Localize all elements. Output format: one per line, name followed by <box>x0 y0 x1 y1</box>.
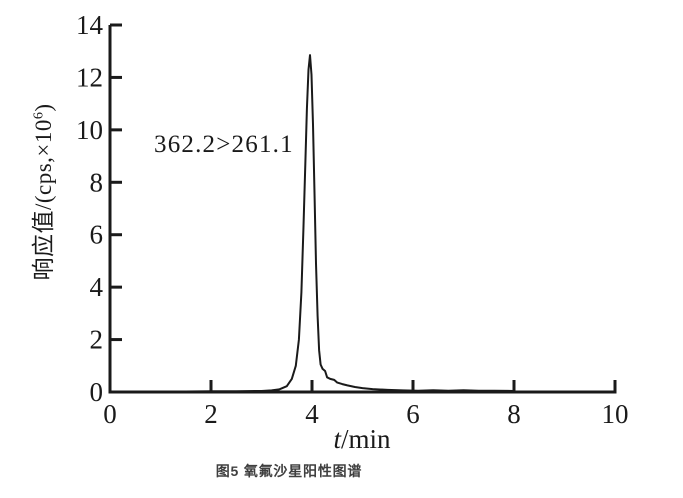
chromatogram-trace <box>110 54 515 393</box>
x-axis-tick-label: 8 <box>507 399 521 429</box>
x-axis-tick-label: 4 <box>305 399 319 429</box>
x-axis-tick-label: 2 <box>204 399 218 429</box>
x-axis-tick-label: 0 <box>103 399 117 429</box>
x-axis-tick-label: 10 <box>602 399 629 429</box>
mrm-transition-annotation: 362.2>261.1 <box>154 131 294 158</box>
y-axis-title: 响应值/(cps,×106) <box>24 103 58 280</box>
y-axis-tick-label: 2 <box>90 325 104 355</box>
y-axis-title-close: ) <box>31 103 56 112</box>
y-axis-tick-label: 4 <box>90 272 104 302</box>
y-axis-tick-label: 14 <box>76 10 104 40</box>
x-axis-title: t/min <box>333 424 390 455</box>
y-axis-tick-label: 10 <box>76 115 103 145</box>
x-axis-tick-label: 6 <box>406 399 420 429</box>
y-axis-tick-label: 12 <box>76 62 103 92</box>
y-axis-tick-label: 8 <box>90 167 104 197</box>
figure-caption: 图5 氧氟沙星阳性图谱 <box>215 463 363 479</box>
y-axis-title-superscript: 6 <box>31 111 47 120</box>
y-axis-tick-label: 0 <box>90 377 104 407</box>
x-axis-title-variable: t <box>333 424 341 454</box>
x-axis-title-unit: /min <box>341 424 391 454</box>
y-axis-title-text: 响应值/(cps,×10 <box>31 119 56 281</box>
y-axis-tick-label: 6 <box>90 220 104 250</box>
